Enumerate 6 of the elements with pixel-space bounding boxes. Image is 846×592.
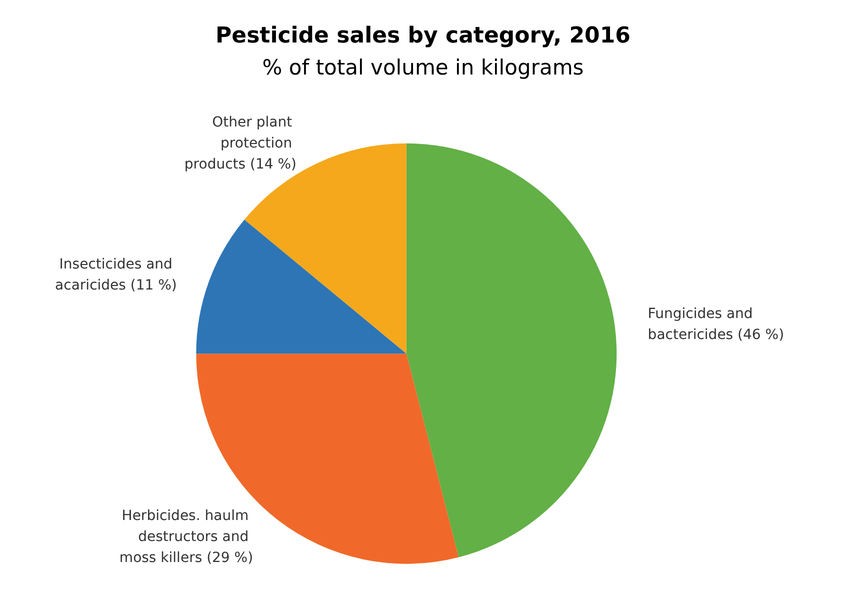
slice-label: Other plant protection products (14 %) <box>184 114 297 172</box>
slice-label: Fungicides and bactericides (46 %) <box>648 306 784 343</box>
slice-label: Insecticides and acaricides (11 %) <box>55 256 177 294</box>
slice-label: Herbicides. haulm destructors and moss killers (29 %) <box>119 508 254 566</box>
chart-subtitle: % of total volume in kilograms <box>262 56 584 80</box>
chart-title: Pesticide sales by category, 2016 <box>216 24 630 48</box>
